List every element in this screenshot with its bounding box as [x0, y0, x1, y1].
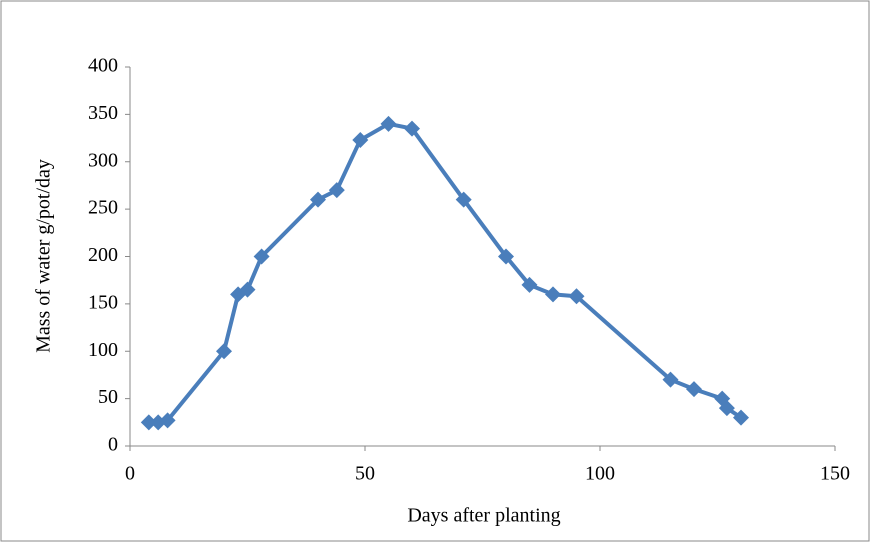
data-point — [159, 412, 176, 429]
data-point — [545, 286, 561, 303]
y-axis-label: Mass of water g/pot/day — [33, 159, 55, 353]
data-point — [718, 400, 735, 417]
y-tick-label: 200 — [88, 244, 118, 266]
y-tick-label: 100 — [88, 339, 118, 361]
y-tick-label: 0 — [108, 434, 118, 456]
data-point — [253, 248, 270, 265]
data-point — [380, 115, 397, 132]
x-tick-label: 150 — [820, 463, 850, 485]
y-tick-label: 350 — [88, 102, 118, 124]
y-tick-label: 400 — [88, 55, 118, 77]
data-point — [328, 182, 345, 199]
data-point — [239, 281, 256, 298]
x-axis-label: Days after planting — [407, 505, 560, 527]
y-tick-label: 300 — [88, 149, 118, 171]
data-point — [455, 191, 472, 208]
data-point — [521, 276, 538, 293]
data-point — [404, 120, 420, 137]
data-point — [140, 414, 157, 431]
x-tick-label: 0 — [125, 463, 135, 485]
y-tick-label: 50 — [98, 386, 118, 408]
data-point — [352, 131, 369, 148]
data-line — [148, 121, 743, 425]
data-point — [310, 191, 326, 208]
data-point — [498, 248, 514, 265]
x-tick-label: 100 — [585, 463, 615, 485]
data-point — [686, 381, 702, 398]
data-point — [568, 288, 585, 305]
data-point — [216, 343, 232, 360]
y-tick-label: 250 — [88, 197, 118, 219]
x-tick-label: 50 — [355, 463, 375, 485]
y-tick-label: 150 — [88, 291, 118, 313]
data-point — [733, 409, 749, 426]
data-point — [662, 371, 679, 388]
